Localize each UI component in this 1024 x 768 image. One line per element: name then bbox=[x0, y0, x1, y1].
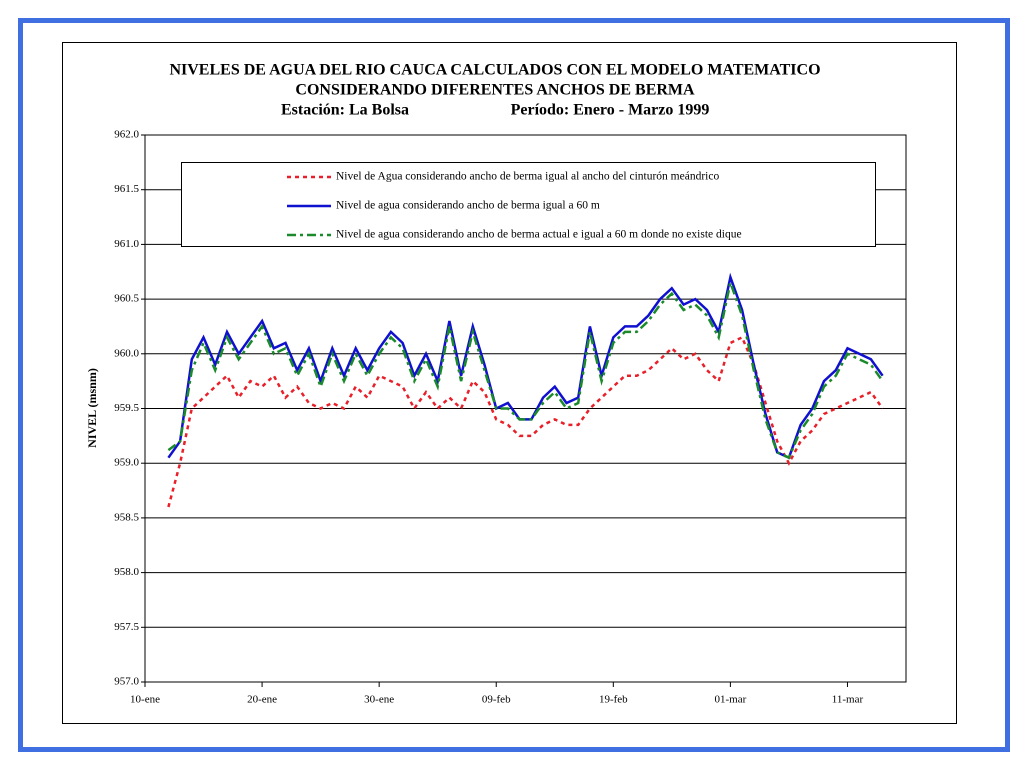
y-tick-label: 960.5 bbox=[114, 293, 139, 305]
series-line bbox=[167, 335, 884, 508]
x-tick-label: 30-ene bbox=[364, 694, 394, 706]
series-line bbox=[167, 278, 884, 460]
x-tick-label: 10-ene bbox=[130, 694, 160, 706]
legend-label: Nivel de agua considerando ancho de berm… bbox=[336, 200, 600, 212]
y-tick-label: 959.5 bbox=[114, 402, 139, 414]
series-line bbox=[167, 272, 884, 460]
y-axis-label: NIVEL (msnm) bbox=[85, 368, 99, 448]
x-tick-label: 20-ene bbox=[247, 694, 277, 706]
chart-title: CONSIDERANDO DIFERENTES ANCHOS DE BERMA bbox=[295, 82, 695, 99]
legend-label: Nivel de agua considerando ancho de berm… bbox=[336, 229, 742, 241]
x-tick-label: 01-mar bbox=[715, 694, 747, 706]
y-tick-label: 960.0 bbox=[114, 347, 139, 359]
y-tick-label: 958.5 bbox=[114, 511, 139, 523]
x-tick-label: 11-mar bbox=[832, 694, 864, 706]
chart-subtitle: Estación: La Bolsa bbox=[281, 102, 409, 119]
chart-title: NIVELES DE AGUA DEL RIO CAUCA CALCULADOS… bbox=[169, 62, 820, 79]
frame bbox=[18, 18, 1010, 752]
legend-label: Nivel de Agua considerando ancho de berm… bbox=[336, 171, 719, 183]
y-tick-label: 961.5 bbox=[114, 183, 139, 195]
y-tick-label: 957.5 bbox=[114, 621, 139, 633]
y-tick-label: 957.0 bbox=[114, 676, 139, 688]
y-tick-label: 962.0 bbox=[114, 129, 139, 141]
x-tick-label: 09-feb bbox=[482, 694, 511, 706]
x-tick-label: 19-feb bbox=[599, 694, 628, 706]
y-tick-label: 961.0 bbox=[114, 238, 139, 250]
chart-subtitle: Período: Enero - Marzo 1999 bbox=[511, 102, 710, 119]
y-tick-label: 958.0 bbox=[114, 566, 139, 578]
y-tick-label: 959.0 bbox=[114, 457, 139, 469]
